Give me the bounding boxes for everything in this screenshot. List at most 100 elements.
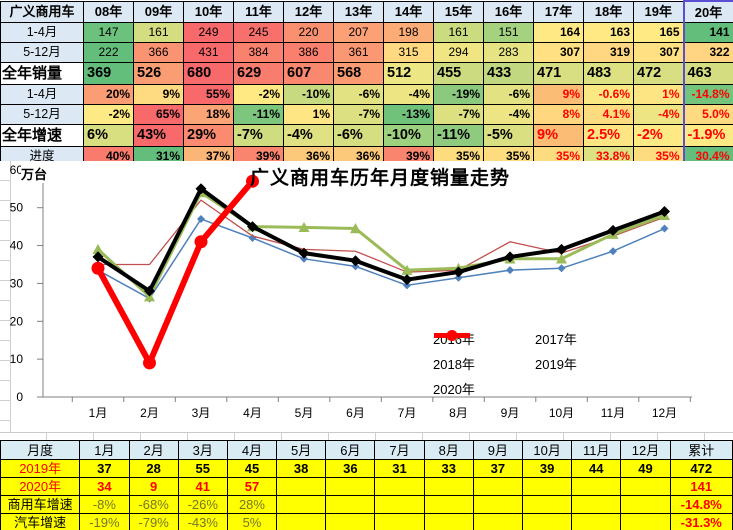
- year-header-cell[interactable]: 19年: [633, 0, 684, 23]
- value-cell[interactable]: [325, 513, 376, 530]
- heat-cell[interactable]: -0.6%: [583, 84, 634, 105]
- value-cell[interactable]: -79%: [128, 513, 179, 530]
- heat-cell[interactable]: 315: [383, 42, 434, 63]
- heat-cell[interactable]: -10%: [383, 124, 434, 147]
- heat-cell[interactable]: -7%: [433, 104, 484, 125]
- value-cell[interactable]: 472: [669, 459, 733, 478]
- year-header-cell[interactable]: 13年: [333, 0, 384, 23]
- value-cell[interactable]: [620, 513, 671, 530]
- month-header-cell[interactable]: 4月: [226, 440, 278, 460]
- value-cell[interactable]: [423, 477, 474, 496]
- value-cell[interactable]: -19%: [79, 513, 130, 530]
- legend-item[interactable]: 2020年: [433, 330, 535, 398]
- heat-cell[interactable]: -2%: [233, 84, 284, 105]
- heat-cell[interactable]: 307: [533, 42, 584, 63]
- heat-cell[interactable]: 680: [183, 62, 234, 85]
- month-header-cell[interactable]: 9月: [472, 440, 524, 460]
- heat-cell[interactable]: 165: [633, 22, 684, 43]
- heat-cell[interactable]: -14.8%: [682, 84, 733, 105]
- legend-item[interactable]: 2017年: [434, 329, 637, 348]
- heat-cell[interactable]: 4.1%: [583, 104, 634, 125]
- value-cell[interactable]: [620, 477, 671, 496]
- value-cell[interactable]: [374, 477, 425, 496]
- heat-cell[interactable]: -2%: [83, 104, 134, 125]
- row-label[interactable]: 商用车增速: [0, 495, 81, 514]
- heat-cell[interactable]: 607: [283, 62, 334, 85]
- heat-cell[interactable]: 8%: [533, 104, 584, 125]
- value-cell[interactable]: -26%: [177, 495, 228, 514]
- year-header-cell[interactable]: 14年: [383, 0, 434, 23]
- month-header-cell[interactable]: 6月: [325, 440, 376, 460]
- year-header-cell[interactable]: 18年: [583, 0, 634, 23]
- heat-cell[interactable]: 6%: [83, 124, 134, 147]
- value-cell[interactable]: 39: [521, 459, 573, 478]
- value-cell[interactable]: [423, 513, 474, 530]
- month-header-cell[interactable]: 月度: [0, 440, 81, 460]
- heat-cell[interactable]: 65%: [133, 104, 184, 125]
- heat-cell[interactable]: 18%: [183, 104, 234, 125]
- heat-cell[interactable]: -4%: [283, 124, 334, 147]
- heat-cell[interactable]: 512: [383, 62, 434, 85]
- row-label[interactable]: 全年销量: [0, 62, 84, 85]
- year-header-cell[interactable]: 09年: [133, 0, 184, 23]
- heat-cell[interactable]: 2.5%: [583, 124, 634, 147]
- year-header-cell[interactable]: 20年: [682, 0, 733, 23]
- heat-cell[interactable]: 361: [333, 42, 384, 63]
- row-label[interactable]: 1-4月: [0, 84, 84, 105]
- value-cell[interactable]: 31: [374, 459, 425, 478]
- heat-cell[interactable]: 1%: [633, 84, 684, 105]
- heat-cell[interactable]: -4%: [483, 104, 534, 125]
- heat-cell[interactable]: 433: [483, 62, 534, 85]
- row-label[interactable]: 全年增速: [0, 124, 84, 147]
- value-cell[interactable]: [325, 495, 376, 514]
- value-cell[interactable]: 28: [128, 459, 179, 478]
- value-cell[interactable]: [571, 495, 622, 514]
- heat-cell[interactable]: 319: [583, 42, 634, 63]
- value-cell[interactable]: 38: [276, 459, 327, 478]
- value-cell[interactable]: 34: [79, 477, 130, 496]
- heat-cell[interactable]: -11%: [233, 104, 284, 125]
- value-cell[interactable]: 41: [177, 477, 228, 496]
- legend-item[interactable]: 2019年: [434, 330, 637, 373]
- heat-cell[interactable]: 55%: [183, 84, 234, 105]
- heat-cell[interactable]: 151: [483, 22, 534, 43]
- month-header-cell[interactable]: 10月: [521, 440, 573, 460]
- month-header-cell[interactable]: 2月: [128, 440, 179, 460]
- month-header-cell[interactable]: 3月: [177, 440, 228, 460]
- heat-cell[interactable]: -19%: [433, 84, 484, 105]
- value-cell[interactable]: -31.3%: [669, 513, 733, 530]
- row-label[interactable]: 5-12月: [0, 42, 84, 63]
- heat-cell[interactable]: 9%: [533, 124, 584, 147]
- value-cell[interactable]: -43%: [177, 513, 228, 530]
- year-header-cell[interactable]: 11年: [233, 0, 284, 23]
- heat-cell[interactable]: -4%: [633, 104, 684, 125]
- heat-cell[interactable]: 147: [83, 22, 134, 43]
- value-cell[interactable]: 55: [177, 459, 228, 478]
- heat-cell[interactable]: 526: [133, 62, 184, 85]
- value-cell[interactable]: [374, 495, 425, 514]
- heat-cell[interactable]: 141: [682, 22, 733, 43]
- heat-cell[interactable]: -6%: [333, 124, 384, 147]
- month-header-cell[interactable]: 5月: [276, 440, 327, 460]
- year-header-cell[interactable]: 广义商用车: [0, 0, 84, 23]
- heat-cell[interactable]: 366: [133, 42, 184, 63]
- heat-cell[interactable]: 164: [533, 22, 584, 43]
- legend-item[interactable]: 2018年: [433, 330, 535, 373]
- value-cell[interactable]: [325, 477, 376, 496]
- row-label[interactable]: 汽车增速: [0, 513, 81, 530]
- value-cell[interactable]: 5%: [226, 513, 278, 530]
- heat-cell[interactable]: 369: [83, 62, 134, 85]
- heat-cell[interactable]: 220: [283, 22, 334, 43]
- month-header-cell[interactable]: 1月: [79, 440, 130, 460]
- row-label[interactable]: 1-4月: [0, 22, 84, 43]
- year-header-cell[interactable]: 17年: [533, 0, 584, 23]
- heat-cell[interactable]: 463: [682, 62, 733, 85]
- value-cell[interactable]: -8%: [79, 495, 130, 514]
- heat-cell[interactable]: 9%: [533, 84, 584, 105]
- heat-cell[interactable]: 307: [633, 42, 684, 63]
- heat-cell[interactable]: 245: [233, 22, 284, 43]
- heat-cell[interactable]: 431: [183, 42, 234, 63]
- heat-cell[interactable]: 29%: [183, 124, 234, 147]
- value-cell[interactable]: [521, 495, 573, 514]
- heat-cell[interactable]: -6%: [483, 84, 534, 105]
